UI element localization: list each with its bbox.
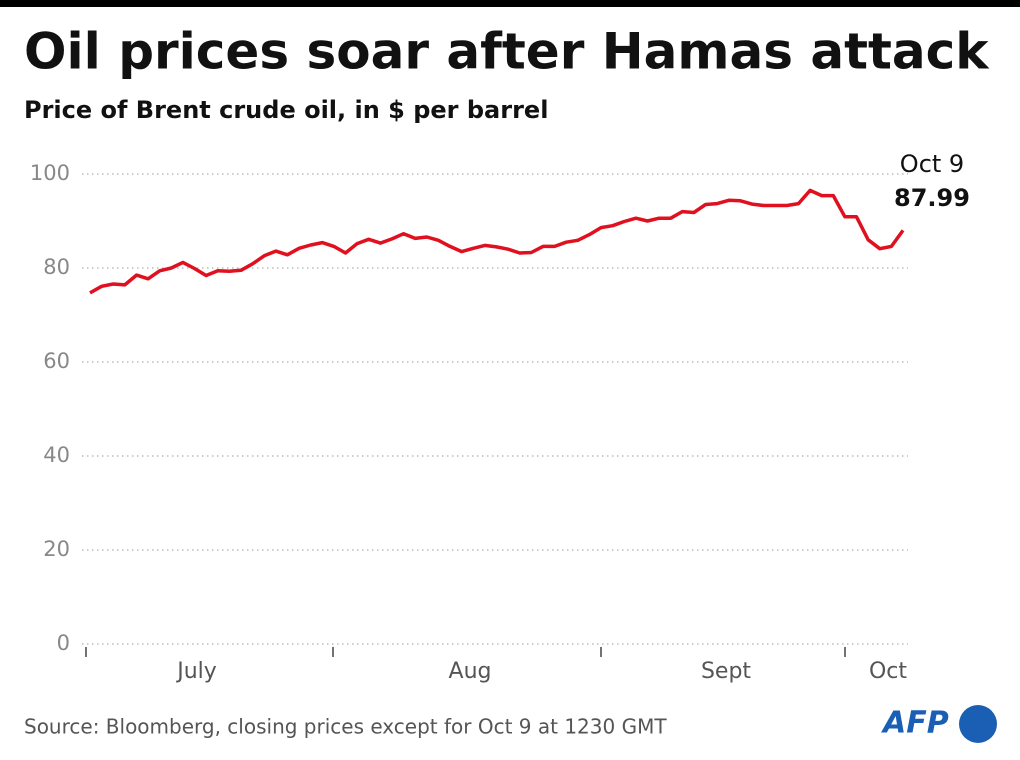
- x-tick-label: July: [175, 659, 217, 684]
- y-tick-label: 20: [43, 537, 70, 561]
- y-tick-label: 80: [43, 255, 70, 279]
- logo-text: AFP: [881, 706, 949, 741]
- x-tick-label: Aug: [449, 659, 492, 684]
- x-tick-label: Sept: [701, 659, 751, 684]
- source: Source: Bloomberg, closing prices except…: [24, 715, 667, 739]
- chart-title: Oil prices soar after Hamas attack: [24, 23, 990, 81]
- y-tick-label: 100: [30, 161, 70, 185]
- y-tick-label: 60: [43, 349, 70, 373]
- logo-circle: [959, 705, 997, 743]
- top-bar: [0, 0, 1020, 7]
- y-tick-label: 0: [57, 631, 70, 655]
- x-tick-label: Oct: [869, 659, 907, 684]
- end-value-label: 87.99: [894, 184, 970, 212]
- chart-subtitle: Price of Brent crude oil, in $ per barre…: [24, 96, 548, 124]
- price-line: [89, 188, 905, 295]
- end-date-label: Oct 9: [900, 150, 964, 178]
- logo: AFP: [881, 705, 997, 743]
- y-tick-label: 40: [43, 443, 70, 467]
